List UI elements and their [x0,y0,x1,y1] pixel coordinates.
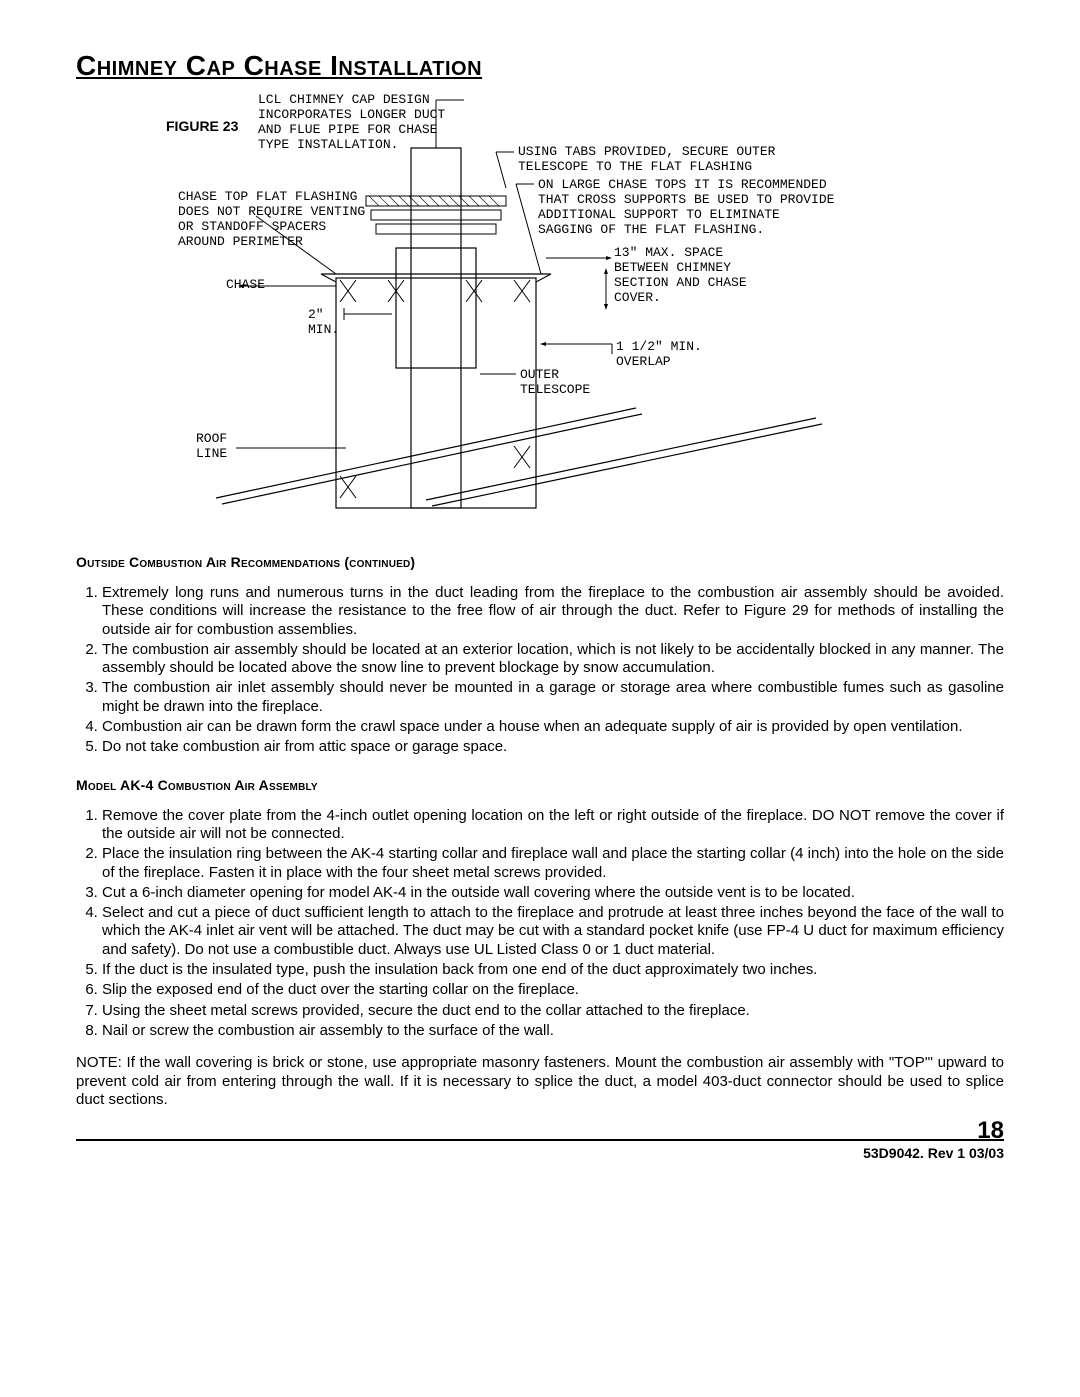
list-item: The combustion air inlet assembly should… [102,679,1004,716]
page-number: 18 [977,1117,1004,1145]
list-item: Extremely long runs and numerous turns i… [102,584,1004,639]
section1-list: Extremely long runs and numerous turns i… [76,584,1004,757]
section2-heading: Model AK-4 Combustion Air Assembly [76,777,1004,793]
label-overlap: 1 1/2" MIN. OVERLAP [616,340,702,370]
list-item: Using the sheet metal screws provided, s… [102,1002,1004,1020]
list-item: Nail or screw the combustion air assembl… [102,1022,1004,1040]
section1-heading: Outside Combustion Air Recommendations (… [76,554,1004,570]
document-number: 53D9042. Rev 1 03/03 [76,1145,1004,1161]
list-item: The combustion air assembly should be lo… [102,641,1004,678]
section2-note: NOTE: If the wall covering is brick or s… [76,1054,1004,1109]
list-item: If the duct is the insulated type, push … [102,961,1004,979]
footer-rule: 18 [76,1139,1004,1141]
list-item: Combustion air can be drawn form the cra… [102,718,1004,736]
list-item: Place the insulation ring between the AK… [102,845,1004,882]
label-chase: CHASE [226,278,265,293]
label-large-chase: ON LARGE CHASE TOPS IT IS RECOMMENDED TH… [538,178,834,238]
label-thirteen: 13" MAX. SPACE BETWEEN CHIMNEY SECTION A… [614,246,747,306]
label-lcl: LCL CHIMNEY CAP DESIGN INCORPORATES LONG… [258,93,445,153]
list-item: Slip the exposed end of the duct over th… [102,981,1004,999]
label-outer-telescope: OUTER TELESCOPE [520,368,590,398]
list-item: Remove the cover plate from the 4-inch o… [102,807,1004,844]
list-item: Do not take combustion air from attic sp… [102,738,1004,756]
label-two-min: 2" MIN. [308,308,339,338]
section2-list: Remove the cover plate from the 4-inch o… [76,807,1004,1041]
list-item: Cut a 6-inch diameter opening for model … [102,884,1004,902]
figure-23: FIGURE 23 [76,88,1004,528]
label-tabs: USING TABS PROVIDED, SECURE OUTER TELESC… [518,145,775,175]
page: Chimney Cap Chase Installation FIGURE 23 [0,0,1080,1397]
list-item: Select and cut a piece of duct sufficien… [102,904,1004,959]
label-flashing: CHASE TOP FLAT FLASHING DOES NOT REQUIRE… [178,190,365,250]
label-roofline: ROOF LINE [196,432,227,462]
page-title: Chimney Cap Chase Installation [76,50,1004,82]
